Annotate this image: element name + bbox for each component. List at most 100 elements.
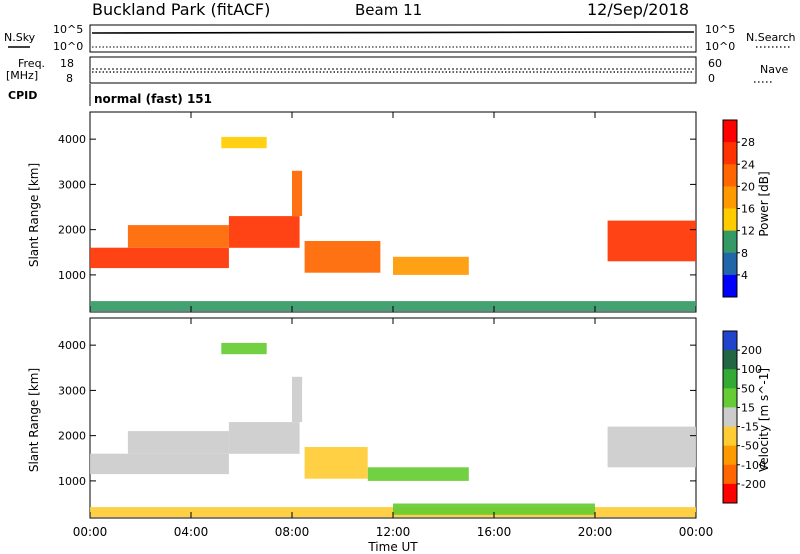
power-colorbar-tick-label: 8 xyxy=(741,247,748,260)
power-ytick-label: 2000 xyxy=(58,224,86,237)
power-colorbar-segment xyxy=(723,164,737,187)
beam-label: Beam 11 xyxy=(355,1,422,19)
xtick-label: 16:00 xyxy=(477,525,512,539)
power-ytick-label: 1000 xyxy=(58,269,86,282)
nsky-label: N.Sky xyxy=(4,31,36,44)
velocity-region-patch-4000 xyxy=(221,342,267,355)
power-region-morning-band xyxy=(90,247,229,269)
x-ticks: 00:00 04:00 08:00 12:00 16:00 20:00 00:00 xyxy=(73,525,714,539)
cpid-label: CPID xyxy=(8,89,37,102)
power-region-evening-band xyxy=(607,220,696,262)
freq-left-tick-top: 18 xyxy=(60,57,74,70)
power-colorbar-tick-label: 20 xyxy=(741,180,755,193)
velocity-ytick-label: 2000 xyxy=(58,430,86,443)
power-region-morning-upper xyxy=(127,225,229,248)
velocity-frame xyxy=(89,317,697,519)
velocity-colorbar-tick-label: -15 xyxy=(741,421,759,434)
power-colorbar-tick-label: 28 xyxy=(741,136,755,149)
velocity-colorbar-segment xyxy=(723,407,737,427)
xtick-label: 00:00 xyxy=(679,525,714,539)
power-colorbar-title: Power [dB] xyxy=(757,171,771,236)
power-colorbar-segment xyxy=(723,186,737,209)
velocity-colorbar-segment xyxy=(723,369,737,389)
date-label: 12/Sep/2018 xyxy=(587,0,689,19)
freq-right-tick-top: 60 xyxy=(708,57,722,70)
station-title: Buckland Park (fitACF) xyxy=(92,0,270,19)
velocity-colorbar-segment xyxy=(723,445,737,466)
velocity-region-ramp-top xyxy=(292,376,303,422)
power-colorbar-segment xyxy=(723,230,737,254)
velocity-colorbar-segment xyxy=(723,388,737,408)
velocity-colorbar-segment xyxy=(723,426,737,447)
power-ytick-label: 3000 xyxy=(58,178,86,191)
velocity-colorbar-tick-label: 15 xyxy=(741,401,755,414)
power-frame xyxy=(89,111,697,313)
power-region-post-ramp xyxy=(304,241,381,273)
velocity-colorbar-frame xyxy=(722,330,738,504)
nave-label: Nave xyxy=(760,63,788,76)
velocity-colorbar-tick-label: 50 xyxy=(741,382,755,395)
power-colorbar-tick-label: 12 xyxy=(741,225,755,238)
velocity-region-morning-upper xyxy=(127,431,229,454)
velocity-colorbar-segment xyxy=(723,464,737,485)
velocity-colorbar-tick-label: 200 xyxy=(741,344,762,357)
freq-label: Freq. xyxy=(18,57,45,70)
nsky-trace xyxy=(91,31,695,34)
power-panel: 1000 2000 3000 4000 xyxy=(58,111,697,313)
freq-left-tick-bottom: 8 xyxy=(66,72,73,85)
noise-right-tick-bottom: 10^0 xyxy=(705,40,735,53)
xtick-label: 04:00 xyxy=(174,525,209,539)
velocity-ytick-label: 3000 xyxy=(58,384,86,397)
cpid-value: normal (fast) 151 xyxy=(94,92,212,106)
velocity-region-mid-ground-green xyxy=(393,503,595,515)
velocity-ylabel: Slant Range [km] xyxy=(27,368,41,472)
power-region-midday-scatter xyxy=(393,256,469,275)
velocity-colorbar-tick-label: -200 xyxy=(741,478,766,491)
velocity-colorbar-segment xyxy=(723,483,737,504)
power-colorbar-segment xyxy=(723,252,737,276)
velocity-region-morning-band xyxy=(90,453,229,475)
velocity-colorbar-tick-label: -50 xyxy=(741,440,759,453)
velocity-region-post-ramp xyxy=(304,447,368,479)
power-colorbar-tick-label: 4 xyxy=(741,269,748,282)
velocity-colorbar: 200 100 50 15 -15 -50 -100 -200 xyxy=(722,330,766,504)
xtick-label: 20:00 xyxy=(578,525,613,539)
freq-right-tick-bottom: 0 xyxy=(708,72,715,85)
velocity-ytick-label: 4000 xyxy=(58,339,86,352)
velocity-panel: 1000 2000 3000 4000 xyxy=(58,317,697,519)
power-ytick-label: 4000 xyxy=(58,133,86,146)
velocity-colorbar-tick-label: 100 xyxy=(741,363,762,376)
velocity-region-ramp-band xyxy=(228,422,300,454)
velocity-ytick-label: 1000 xyxy=(58,475,86,488)
power-region-patch-4000 xyxy=(221,136,267,149)
noise-panel-frame xyxy=(89,24,697,53)
power-colorbar: 28 24 20 16 12 8 4 xyxy=(722,119,755,298)
xtick-label: 12:00 xyxy=(376,525,411,539)
velocity-colorbar-segment xyxy=(723,331,737,351)
xaxis-title: Time UT xyxy=(367,540,418,554)
noise-left-tick-top: 10^5 xyxy=(53,23,83,36)
xtick-label: 08:00 xyxy=(275,525,310,539)
power-colorbar-tick-label: 24 xyxy=(741,158,755,171)
velocity-colorbar-title: Velocity [m s^-1] xyxy=(757,368,771,472)
power-region-ramp-top xyxy=(292,170,303,216)
noise-left-tick-bottom: 10^0 xyxy=(53,40,83,53)
velocity-colorbar-segment xyxy=(723,350,737,370)
power-colorbar-segment xyxy=(723,208,737,232)
power-colorbar-segment xyxy=(723,120,737,143)
freq-unit-label: [MHz] xyxy=(6,69,38,82)
velocity-region-evening-band xyxy=(607,426,696,468)
power-region-ramp-band xyxy=(228,216,300,248)
velocity-colorbar-tick-label: -100 xyxy=(741,459,766,472)
power-colorbar-segment xyxy=(723,142,737,165)
nsearch-label: N.Search xyxy=(746,31,796,44)
freq-panel-frame xyxy=(89,56,697,84)
power-ylabel: Slant Range [km] xyxy=(27,163,41,267)
velocity-region-midday-scatter xyxy=(367,467,469,481)
noise-right-tick-top: 10^5 xyxy=(705,23,735,36)
power-colorbar-segment xyxy=(723,274,737,298)
power-colorbar-tick-label: 16 xyxy=(741,203,755,216)
xtick-label: 00:00 xyxy=(73,525,108,539)
